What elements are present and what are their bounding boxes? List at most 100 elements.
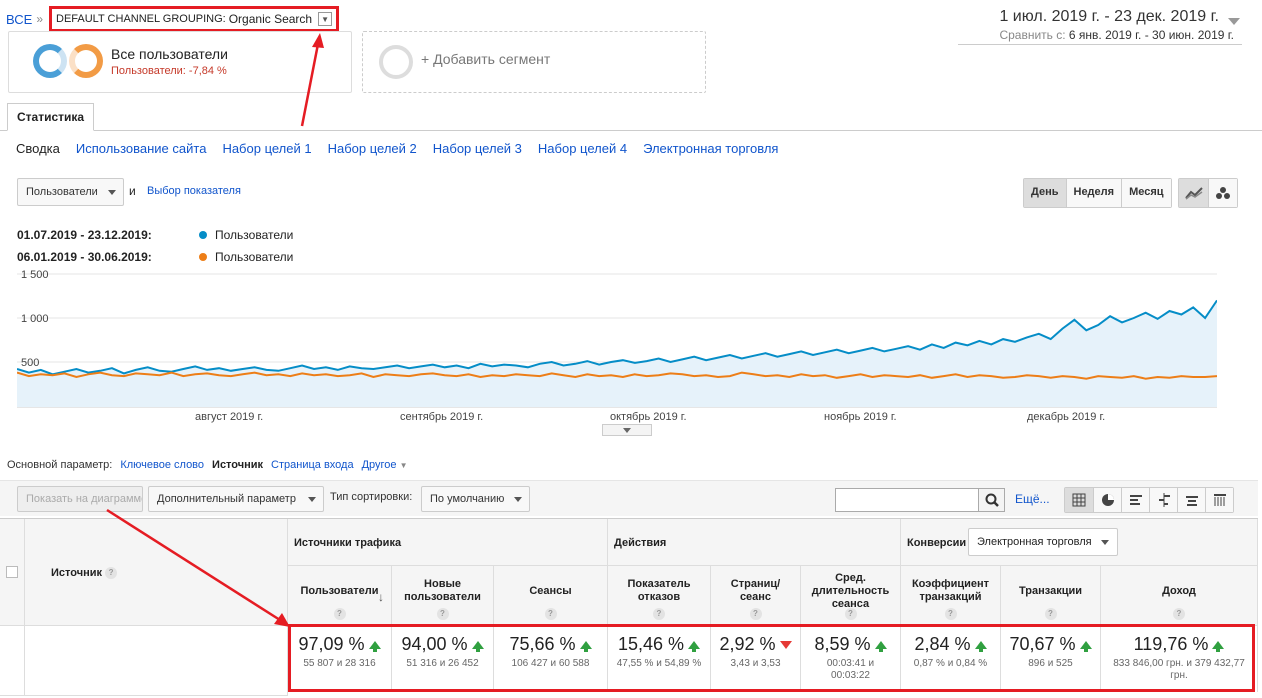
help-icon[interactable]: ? bbox=[749, 608, 762, 621]
caret-down-icon bbox=[514, 497, 522, 502]
help-icon[interactable]: ? bbox=[436, 608, 449, 621]
help-icon[interactable]: ? bbox=[944, 608, 957, 621]
subnav-ecommerce[interactable]: Электронная торговля bbox=[643, 141, 779, 156]
search-icon[interactable] bbox=[978, 489, 1004, 511]
select-all-checkbox[interactable] bbox=[6, 566, 18, 578]
dimension-other-menu[interactable]: Другое ▼ bbox=[362, 459, 408, 471]
help-icon[interactable]: ? bbox=[844, 608, 857, 621]
subnav-goal-set-1[interactable]: Набор целей 1 bbox=[222, 141, 312, 156]
column-header[interactable]: Страниц/ сеанс? bbox=[711, 566, 801, 626]
performance-icon[interactable] bbox=[1121, 488, 1149, 512]
help-icon[interactable]: ? bbox=[1044, 608, 1057, 621]
help-icon[interactable]: ? bbox=[544, 608, 557, 621]
x-axis-label: сентябрь 2019 г. bbox=[400, 411, 484, 423]
motion-chart-icon[interactable] bbox=[1208, 179, 1237, 207]
channel-grouping-value: Organic Search bbox=[228, 12, 313, 26]
segment-ring-icon bbox=[33, 44, 67, 78]
term-cloud-icon[interactable] bbox=[1177, 488, 1205, 512]
total-percent: 2,84 % bbox=[914, 634, 971, 654]
line-chart[interactable]: 1 500 1 000 500 bbox=[16, 266, 1218, 408]
arrow-up-icon bbox=[974, 640, 987, 652]
column-header[interactable]: Коэффициент транзакций? bbox=[901, 566, 1001, 626]
dimension-keyword-link[interactable]: Ключевое слово bbox=[120, 459, 205, 471]
total-cell: 94,00 % 51 316 и 26 452 bbox=[392, 626, 494, 692]
plot-rows-button[interactable]: Показать на диаграмме bbox=[17, 486, 143, 512]
secondary-dimension-label: Дополнительный параметр bbox=[157, 493, 296, 505]
sort-type-value: По умолчанию bbox=[430, 493, 505, 505]
pie-chart-icon[interactable] bbox=[1093, 488, 1121, 512]
column-header[interactable]: Транзакции? bbox=[1001, 566, 1101, 626]
column-header[interactable]: Доход? bbox=[1101, 566, 1258, 626]
pivot-icon[interactable] bbox=[1205, 488, 1233, 512]
metric-select-value: Пользователи bbox=[26, 186, 98, 198]
date-range-picker[interactable]: 1 июл. 2019 г. - 23 дек. 2019 г. Сравнит… bbox=[999, 8, 1234, 42]
chevron-down-icon[interactable] bbox=[1228, 18, 1240, 25]
conversion-type-select[interactable]: Электронная торговля bbox=[968, 528, 1118, 556]
arrow-down-icon bbox=[779, 640, 792, 649]
column-header-label: Страниц/ сеанс bbox=[730, 578, 781, 603]
total-cell: 119,76 % 833 846,00 грн. и 379 432,77 грн… bbox=[1101, 626, 1258, 692]
help-icon[interactable]: ? bbox=[333, 608, 346, 621]
segment-all-users[interactable]: Все пользователи Пользователи: -7,84 % bbox=[8, 31, 352, 93]
subnav-goal-set-2[interactable]: Набор целей 2 bbox=[327, 141, 417, 156]
subnav-site-usage[interactable]: Использование сайта bbox=[75, 141, 207, 156]
sort-arrow-icon[interactable]: ↓ bbox=[378, 590, 384, 604]
breadcrumb: ВСЕ » DEFAULT CHANNEL GROUPING: Organic … bbox=[6, 6, 340, 32]
series-line-0[interactable] bbox=[16, 299, 1218, 376]
chart-legend: 01.07.2019 - 23.12.2019: Пользователи 06.… bbox=[17, 224, 293, 268]
breadcrumb-home-link[interactable]: ВСЕ bbox=[6, 11, 33, 27]
column-header[interactable]: Пользователи? bbox=[288, 566, 392, 626]
metric-select[interactable]: Пользователи bbox=[17, 178, 124, 206]
legend-row: 01.07.2019 - 23.12.2019: Пользователи bbox=[17, 224, 293, 246]
column-header[interactable]: Новые пользователи? bbox=[392, 566, 494, 626]
dimension-source-current: Источник bbox=[212, 459, 264, 471]
help-icon[interactable]: ? bbox=[1173, 608, 1185, 621]
subnav-goal-set-4[interactable]: Набор целей 4 bbox=[537, 141, 628, 156]
caret-down-icon bbox=[308, 497, 316, 502]
column-header[interactable]: Показатель отказов? bbox=[608, 566, 711, 626]
total-values: 47,55 % и 54,89 % bbox=[616, 658, 702, 669]
total-percent: 15,46 % bbox=[617, 634, 685, 654]
chevron-down-icon[interactable]: ▼ bbox=[318, 12, 333, 26]
sort-type-select[interactable]: По умолчанию bbox=[421, 486, 530, 512]
compare-value: 6 янв. 2019 г. - 30 июн. 2019 г. bbox=[1068, 28, 1234, 42]
period-week-button[interactable]: Неделя bbox=[1065, 179, 1122, 207]
tab-statistics[interactable]: Статистика bbox=[7, 103, 95, 131]
segment-name: Все пользователи bbox=[111, 46, 228, 62]
comparison-icon[interactable] bbox=[1149, 488, 1177, 512]
line-chart-icon[interactable] bbox=[1179, 179, 1208, 207]
legend-series-name: Пользователи bbox=[215, 228, 294, 242]
collapse-chart-button[interactable] bbox=[602, 424, 652, 436]
dimension-header[interactable]: Источник ? bbox=[25, 519, 288, 626]
total-percent: 8,59 % bbox=[814, 634, 871, 654]
add-segment-label: + Добавить сегмент bbox=[421, 51, 551, 67]
advanced-search-link[interactable]: Ещё... bbox=[1015, 492, 1050, 506]
dimension-landing-page-link[interactable]: Страница входа bbox=[271, 459, 354, 471]
help-icon[interactable]: ? bbox=[653, 608, 665, 621]
channel-grouping-selector[interactable]: DEFAULT CHANNEL GROUPING: Organic Search… bbox=[49, 6, 340, 32]
and-label: и bbox=[129, 184, 136, 198]
total-label-cell bbox=[25, 626, 288, 696]
choose-metric-link[interactable]: Выбор показателя bbox=[147, 185, 241, 197]
date-range-compare: Сравнить с: 6 янв. 2019 г. - 30 июн. 201… bbox=[999, 28, 1234, 42]
arrow-up-icon bbox=[1212, 640, 1225, 652]
secondary-dimension-select[interactable]: Дополнительный параметр bbox=[148, 486, 324, 512]
chart-type-toggle bbox=[1178, 178, 1238, 208]
column-header[interactable]: Сеансы? bbox=[494, 566, 608, 626]
series-line-1[interactable] bbox=[16, 371, 1218, 380]
total-values: 55 807 и 28 316 bbox=[303, 658, 376, 669]
total-values: 106 427 и 60 588 bbox=[511, 658, 590, 669]
table-search-input[interactable] bbox=[835, 488, 1005, 512]
column-header[interactable]: Сред. длительность сеанса? bbox=[801, 566, 901, 626]
add-segment-button[interactable]: + Добавить сегмент bbox=[362, 31, 706, 93]
help-icon[interactable]: ? bbox=[105, 567, 118, 580]
data-table-icon[interactable] bbox=[1065, 488, 1093, 512]
total-cell: 2,84 % 0,87 % и 0,84 % bbox=[901, 626, 1001, 692]
legend-row: 06.01.2019 - 30.06.2019: Пользователи bbox=[17, 246, 293, 268]
subnav-goal-set-3[interactable]: Набор целей 3 bbox=[432, 141, 522, 156]
subnav-summary[interactable]: Сводка bbox=[16, 141, 60, 156]
period-toggle: День Неделя Месяц bbox=[1023, 178, 1172, 208]
period-month-button[interactable]: Месяц bbox=[1121, 179, 1171, 207]
period-day-button[interactable]: День bbox=[1024, 179, 1066, 207]
total-percent: 2,92 % bbox=[719, 634, 776, 654]
